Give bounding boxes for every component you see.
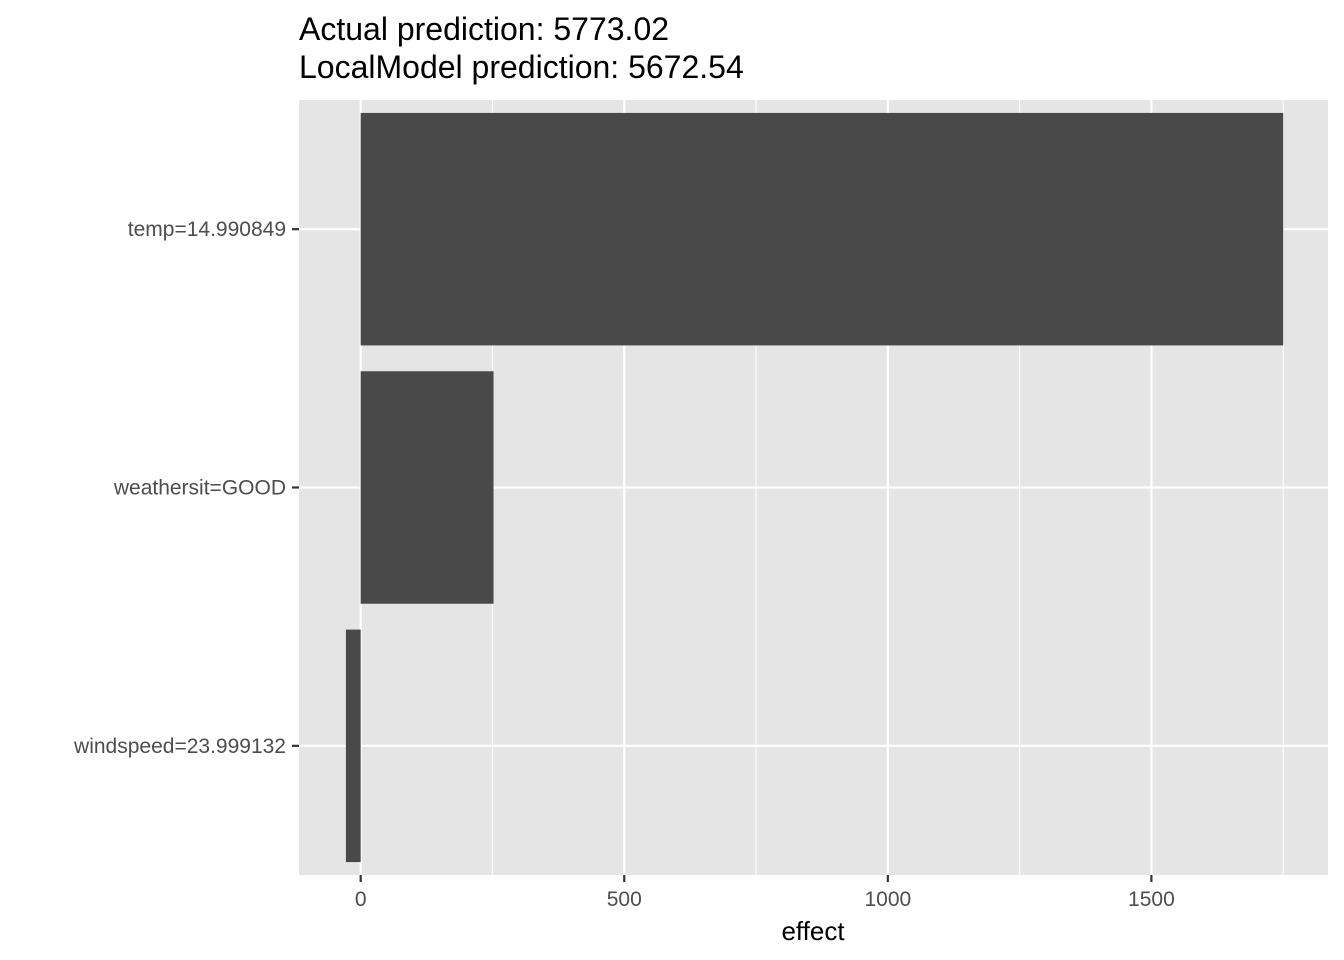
x-tick-label: 0 xyxy=(355,888,367,911)
chart-subtitle: LocalModel prediction: 5672.54 xyxy=(299,49,744,85)
x-tick-label: 1000 xyxy=(864,888,911,911)
chart-title: Actual prediction: 5773.02 xyxy=(299,11,669,47)
bar-temp xyxy=(360,112,1284,346)
y-tick-label: weathersit=GOOD xyxy=(113,477,286,500)
x-tick-label: 1500 xyxy=(1128,888,1175,911)
axes: temp=14.990849 weathersit=GOOD windspeed=2… xyxy=(73,218,1175,911)
bar-weathersit xyxy=(360,371,494,604)
y-tick-label: windspeed=23.999132 xyxy=(73,735,286,758)
x-tick-label: 500 xyxy=(607,888,642,911)
bars xyxy=(345,112,1284,863)
y-tick-label: temp=14.990849 xyxy=(128,218,286,241)
bar-windspeed xyxy=(345,629,361,863)
x-axis-title: effect xyxy=(781,916,845,946)
